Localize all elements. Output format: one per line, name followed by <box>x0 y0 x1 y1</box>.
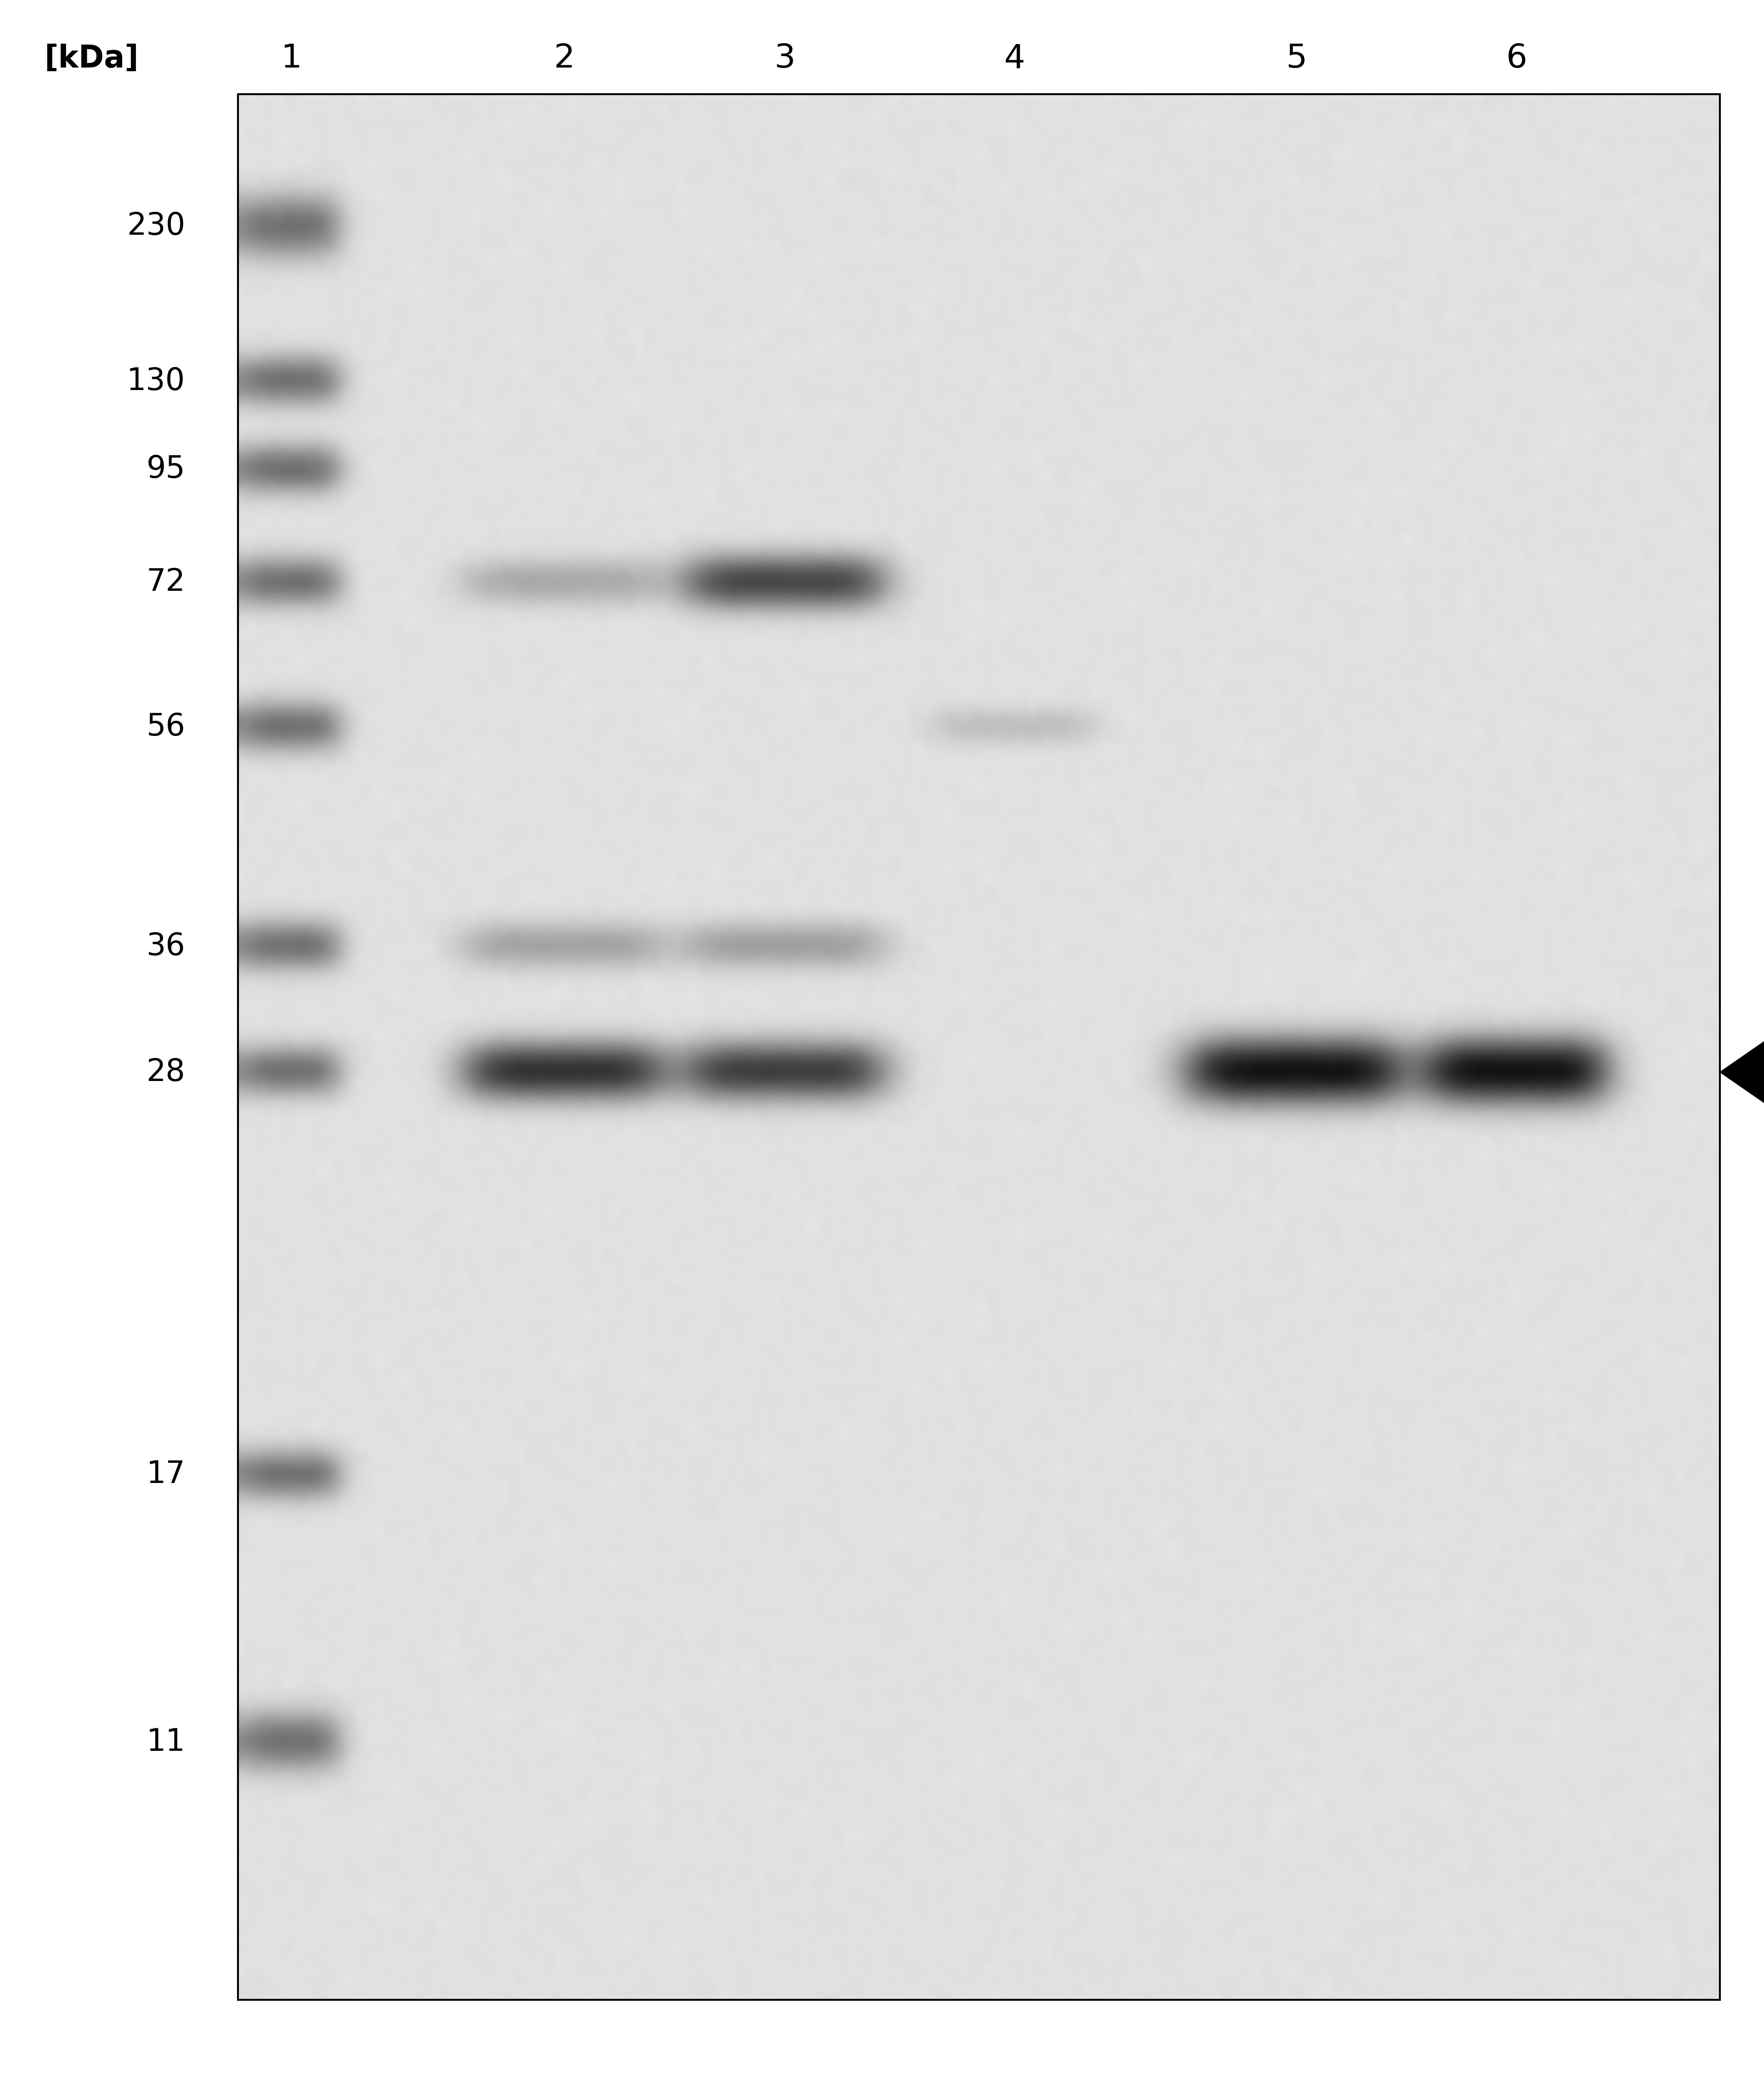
Text: 28: 28 <box>146 1057 185 1087</box>
Text: 4: 4 <box>1004 42 1025 75</box>
Text: 130: 130 <box>127 366 185 396</box>
Text: [kDa]: [kDa] <box>44 44 139 73</box>
Text: 1: 1 <box>280 42 302 75</box>
Text: 56: 56 <box>146 712 185 741</box>
Text: 3: 3 <box>774 42 796 75</box>
Text: 5: 5 <box>1286 42 1307 75</box>
Polygon shape <box>1720 1028 1764 1116</box>
Text: 230: 230 <box>127 211 185 241</box>
Text: 2: 2 <box>554 42 575 75</box>
Text: 95: 95 <box>146 454 185 484</box>
Text: 72: 72 <box>146 567 185 597</box>
Text: 36: 36 <box>146 932 185 961</box>
Text: 6: 6 <box>1506 42 1528 75</box>
Text: 11: 11 <box>146 1728 185 1757</box>
Text: 17: 17 <box>146 1460 185 1489</box>
